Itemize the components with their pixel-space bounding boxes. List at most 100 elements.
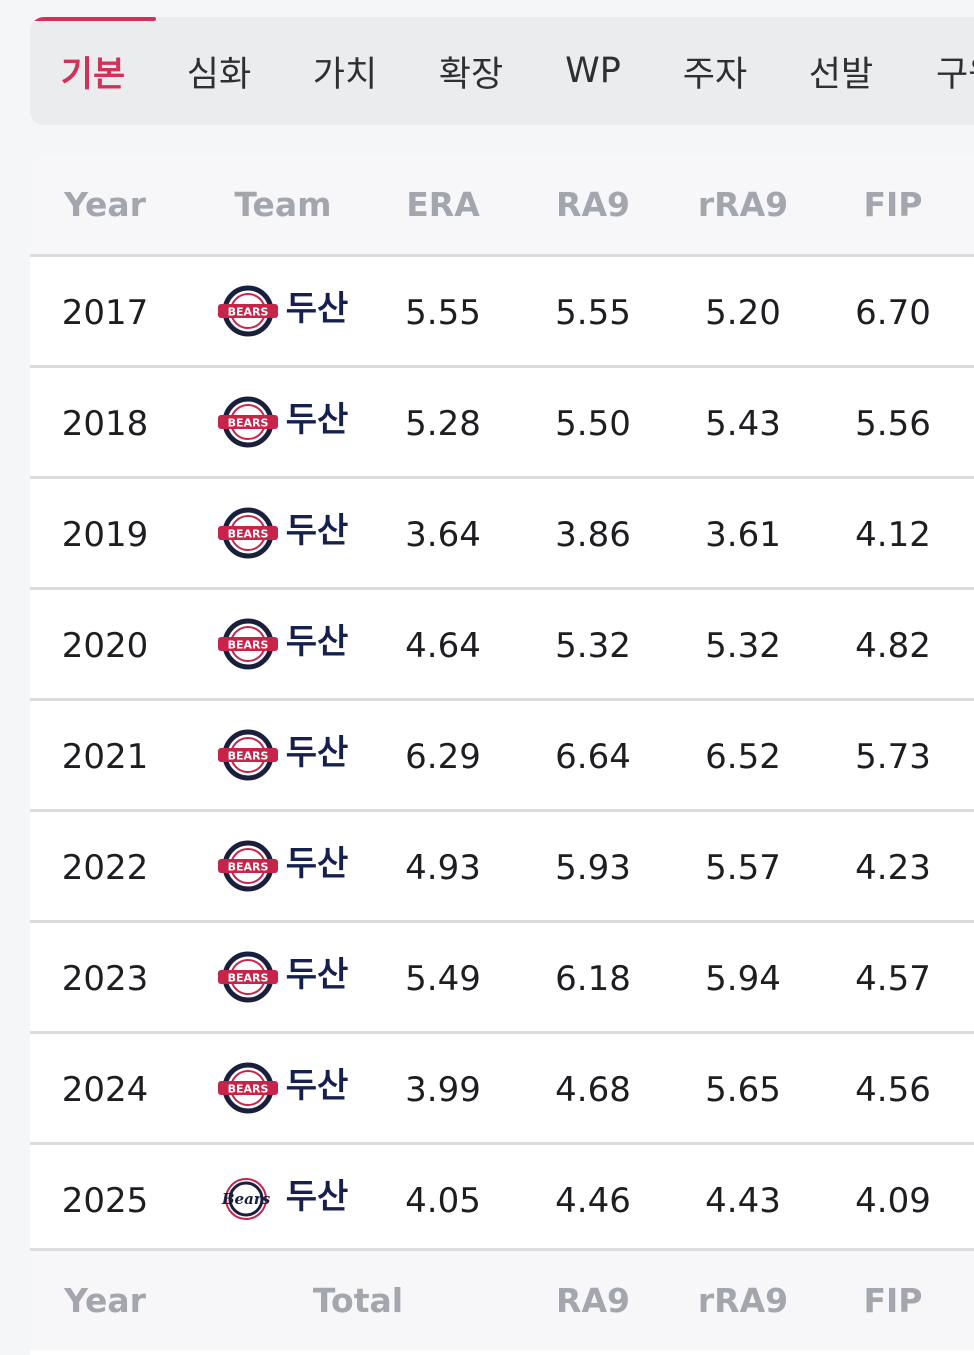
team-name: 두산 (285, 954, 349, 995)
team-cell[interactable]: BEARS 두산 (198, 479, 368, 587)
year-cell: 2019 (61, 515, 149, 555)
table-row[interactable]: 2017 BEARS 두산 5.55 5.55 5.20 6.70 (30, 257, 974, 368)
fip-cell: 5.56 (855, 404, 931, 444)
svg-text:BEARS: BEARS (227, 1083, 268, 1096)
rra9-cell: 5.57 (705, 848, 781, 888)
table-row[interactable]: 2022 BEARS 두산 4.93 5.93 5.57 4.23 (30, 812, 974, 923)
stat-category-tabs: 기본 심화 가치 확장 WP 주자 선발 구원 (30, 17, 974, 125)
team-cell[interactable]: BEARS 두산 (198, 257, 368, 365)
team-cell[interactable]: BEARS 두산 (198, 923, 368, 1031)
rra9-cell: 4.43 (705, 1181, 781, 1221)
ra9-cell: 5.55 (555, 293, 631, 333)
era-cell: 5.55 (405, 293, 481, 333)
rra9-cell: 3.61 (705, 515, 781, 555)
tab-extended[interactable]: 확장 (438, 54, 504, 95)
team-name: 두산 (285, 1176, 349, 1217)
bears-circle-logo-icon: BEARS (217, 396, 278, 448)
fip-cell: 5.73 (855, 737, 931, 777)
team-name: 두산 (285, 621, 349, 662)
era-cell: 5.49 (405, 959, 481, 999)
bears-circle-logo-icon: BEARS (217, 618, 278, 670)
footer-year: Year (64, 1281, 146, 1320)
era-cell: 4.64 (405, 626, 481, 666)
svg-text:Bears: Bears (221, 1190, 271, 1208)
ra9-cell: 6.64 (555, 737, 631, 777)
header-fip[interactable]: FIP (863, 185, 923, 224)
era-cell: 3.64 (405, 515, 481, 555)
bears-circle-logo-icon: BEARS (217, 507, 278, 559)
svg-text:BEARS: BEARS (227, 528, 268, 541)
table-footer: Year Total RA9 rRA9 FIP (30, 1248, 974, 1350)
team-cell[interactable]: BEARS 두산 (198, 368, 368, 476)
fip-cell: 4.82 (855, 626, 931, 666)
table-row[interactable]: 2018 BEARS 두산 5.28 5.50 5.43 5.56 (30, 368, 974, 479)
tab-value[interactable]: 가치 (312, 54, 378, 95)
table-row[interactable]: 2020 BEARS 두산 4.64 5.32 5.32 4.82 (30, 590, 974, 701)
header-ra9[interactable]: RA9 (556, 185, 630, 224)
table-row[interactable]: 2019 BEARS 두산 3.64 3.86 3.61 4.12 (30, 479, 974, 590)
pitching-stats-table: Year Team ERA RA9 rRA9 FIP 2017 BEARS 두산 5.… (30, 155, 974, 1355)
fip-cell: 4.57 (855, 959, 931, 999)
year-cell: 2023 (61, 959, 149, 999)
svg-text:BEARS: BEARS (227, 639, 268, 652)
fip-cell: 4.23 (855, 848, 931, 888)
header-year[interactable]: Year (64, 185, 146, 224)
year-cell: 2021 (61, 737, 149, 777)
ra9-cell: 4.68 (555, 1070, 631, 1110)
footer-total: Total (312, 1281, 404, 1320)
era-cell: 4.05 (405, 1181, 481, 1221)
header-team[interactable]: Team (234, 185, 332, 224)
team-cell[interactable]: BEARS 두산 (198, 812, 368, 920)
table-header: Year Team ERA RA9 rRA9 FIP (30, 155, 974, 257)
ra9-cell: 5.32 (555, 626, 631, 666)
header-era[interactable]: ERA (406, 185, 480, 224)
table-row[interactable]: 2021 BEARS 두산 6.29 6.64 6.52 5.73 (30, 701, 974, 812)
team-cell[interactable]: Bears 두산 (198, 1145, 368, 1253)
table-row[interactable]: 2025 Bears 두산 4.05 4.46 4.43 4.09 (30, 1145, 974, 1256)
ra9-cell: 5.50 (555, 404, 631, 444)
bears-circle-logo-icon: BEARS (217, 840, 278, 892)
bears-circle-logo-icon: BEARS (217, 285, 278, 337)
tab-reliever[interactable]: 구원 (936, 54, 974, 95)
table-row[interactable]: 2024 BEARS 두산 3.99 4.68 5.65 4.56 (30, 1034, 974, 1145)
team-name: 두산 (285, 510, 349, 551)
team-name: 두산 (285, 732, 349, 773)
tab-runner[interactable]: 주자 (682, 54, 748, 95)
footer-fip: FIP (863, 1281, 923, 1320)
year-cell: 2018 (61, 404, 149, 444)
bears-script-logo-icon: Bears (218, 1173, 278, 1225)
rra9-cell: 6.52 (705, 737, 781, 777)
year-cell: 2022 (61, 848, 149, 888)
team-name: 두산 (285, 399, 349, 440)
header-rra9[interactable]: rRA9 (697, 185, 789, 224)
fip-cell: 6.70 (855, 293, 931, 333)
svg-text:BEARS: BEARS (227, 750, 268, 763)
era-cell: 5.28 (405, 404, 481, 444)
year-cell: 2025 (61, 1181, 149, 1221)
ra9-cell: 3.86 (555, 515, 631, 555)
team-cell[interactable]: BEARS 두산 (198, 590, 368, 698)
rra9-cell: 5.65 (705, 1070, 781, 1110)
team-cell[interactable]: BEARS 두산 (198, 1034, 368, 1142)
bears-circle-logo-icon: BEARS (217, 1062, 278, 1114)
year-cell: 2020 (61, 626, 149, 666)
table-row[interactable]: 2023 BEARS 두산 5.49 6.18 5.94 4.57 (30, 923, 974, 1034)
year-cell: 2024 (61, 1070, 149, 1110)
fip-cell: 4.09 (855, 1181, 931, 1221)
rra9-cell: 5.43 (705, 404, 781, 444)
tab-starter[interactable]: 선발 (808, 54, 874, 95)
team-name: 두산 (285, 288, 349, 329)
era-cell: 3.99 (405, 1070, 481, 1110)
team-cell[interactable]: BEARS 두산 (198, 701, 368, 809)
fip-cell: 4.12 (855, 515, 931, 555)
svg-text:BEARS: BEARS (227, 861, 268, 874)
team-name: 두산 (285, 843, 349, 884)
fip-cell: 4.56 (855, 1070, 931, 1110)
tab-wp[interactable]: WP (565, 51, 621, 91)
svg-text:BEARS: BEARS (227, 972, 268, 985)
ra9-cell: 5.93 (555, 848, 631, 888)
ra9-cell: 4.46 (555, 1181, 631, 1221)
tab-basic[interactable]: 기본 (30, 17, 156, 125)
tab-advanced[interactable]: 심화 (186, 54, 252, 95)
bears-circle-logo-icon: BEARS (217, 729, 278, 781)
